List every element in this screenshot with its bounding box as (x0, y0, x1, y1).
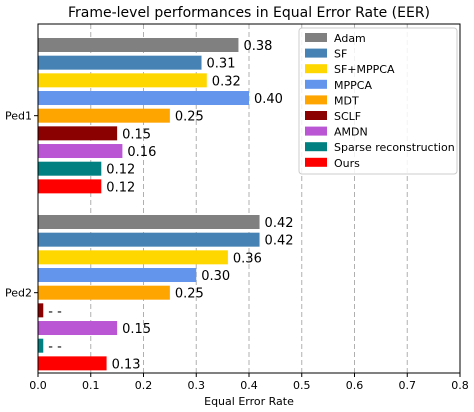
data-label: 0.36 (233, 251, 262, 266)
legend-entry: Sparse reconstruction (334, 141, 455, 154)
data-label: 0.42 (265, 234, 294, 249)
data-label: 0.13 (112, 357, 141, 372)
category-label: Ped1 (5, 110, 32, 123)
legend-swatch (305, 33, 327, 42)
data-label: 0.42 (265, 216, 294, 231)
legend-swatch (305, 111, 327, 120)
data-label: 0.32 (212, 74, 241, 89)
bar-ped2-3 (38, 268, 197, 283)
x-tick-label: 0.5 (293, 379, 311, 392)
data-label: 0.25 (175, 110, 204, 125)
legend-entry: SF+MPPCA (334, 63, 395, 76)
data-label: 0.38 (243, 39, 272, 54)
legend-entry: MDT (334, 94, 359, 107)
legend: Adam SF SF+MPPCA MPPCA MDT SCLF AMDN Sparse rec… (298, 27, 458, 175)
data-label: 0.12 (106, 163, 135, 178)
legend-swatch (305, 157, 327, 167)
bar-ped2-5 (38, 303, 44, 318)
bar-ped2-7 (38, 338, 44, 353)
legend-swatch (305, 126, 327, 136)
bar-ped2-0 (38, 215, 260, 229)
data-label: 0.15 (122, 322, 151, 337)
category-label: Ped2 (5, 287, 32, 300)
legend-swatch (305, 142, 327, 152)
bar-ped1-8 (38, 179, 102, 194)
bar-ped2-8 (38, 356, 107, 371)
data-label: 0.12 (106, 180, 135, 195)
data-label: 0.40 (254, 92, 283, 107)
legend-swatch (305, 64, 327, 74)
bar-ped2-2 (38, 250, 228, 265)
legend-entry: MPPCA (334, 79, 372, 92)
x-tick-label: 0.7 (399, 379, 417, 392)
bar-ped1-7 (38, 161, 102, 176)
data-label: 0.25 (175, 287, 204, 302)
bar-ped1-4 (38, 108, 170, 123)
data-label: 0.16 (127, 145, 156, 160)
data-label: 0.30 (201, 269, 230, 284)
y-axis-categories: Ped1 Ped2 (5, 110, 38, 300)
bar-ped1-0 (38, 38, 239, 52)
x-tick-label: 0.6 (346, 379, 364, 392)
data-label: 0.15 (122, 127, 151, 142)
bar-ped1-6 (38, 144, 123, 159)
data-label: - - (48, 340, 62, 355)
legend-entry: Ours (334, 157, 360, 170)
legend-swatch (305, 95, 327, 105)
data-label: 0.31 (207, 57, 236, 72)
bar-ped2-6 (38, 321, 118, 336)
x-tick-label: 0.1 (82, 379, 100, 392)
legend-swatch (305, 79, 327, 89)
bar-ped1-2 (38, 73, 207, 88)
x-tick-label: 0.0 (29, 379, 47, 392)
bar-ped2-4 (38, 285, 170, 300)
legend-box (298, 27, 458, 175)
x-axis-ticks: 0.0 0.1 0.2 0.3 0.4 0.5 0.6 0.7 0.8 (29, 373, 469, 392)
bar-ped1-1 (38, 55, 202, 70)
x-tick-label: 0.2 (135, 379, 153, 392)
bars-group (38, 38, 260, 371)
x-axis-label: Equal Error Rate (204, 395, 294, 408)
data-labels-group: 0.38 0.31 0.32 0.40 0.25 0.15 0.16 0.12 0.12 0.42… (48, 39, 293, 372)
bar-ped1-5 (38, 126, 118, 141)
x-tick-label: 0.8 (451, 379, 469, 392)
x-tick-label: 0.4 (240, 379, 258, 392)
legend-entry: SCLF (334, 110, 361, 123)
legend-entry: AMDN (334, 126, 368, 139)
data-label: - - (48, 304, 62, 319)
x-tick-label: 0.3 (188, 379, 206, 392)
bar-ped2-1 (38, 232, 260, 247)
chart-title: Frame-level performances in Equal Error … (68, 5, 430, 21)
legend-entry: Adam (334, 32, 366, 45)
legend-swatch (305, 48, 327, 58)
legend-entry: SF (334, 48, 347, 61)
bar-ped1-3 (38, 91, 249, 106)
